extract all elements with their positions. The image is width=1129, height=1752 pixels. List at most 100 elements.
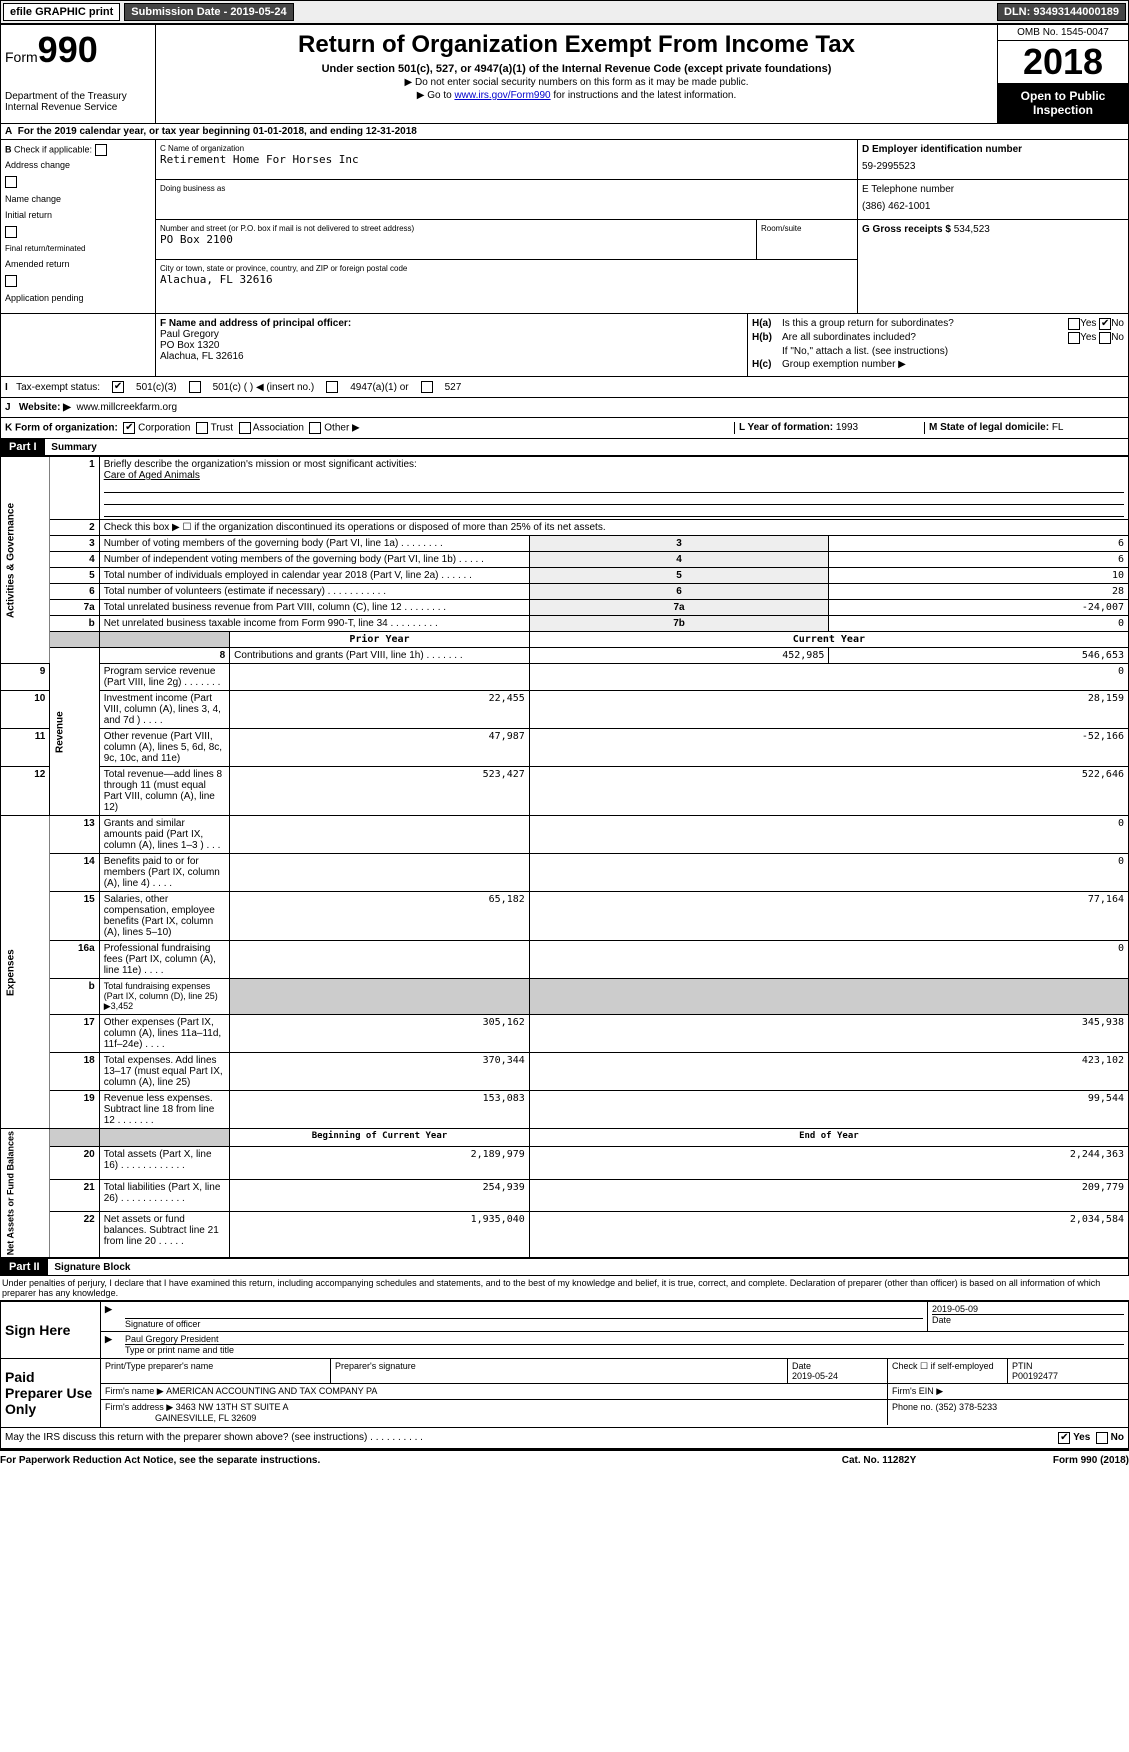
dept-treasury: Department of the Treasury	[5, 91, 151, 102]
table-row: 5Total number of individuals employed in…	[1, 568, 1129, 584]
row-a-pre: For the 2019 calendar year, or tax year …	[18, 126, 253, 137]
open-to-public: Open to Public Inspection	[998, 83, 1128, 123]
ein-label: D Employer identification number	[862, 144, 1124, 155]
summary-table: Activities & Governance 1 Briefly descri…	[0, 456, 1129, 1258]
submission-date: Submission Date - 2019-05-24	[124, 3, 293, 21]
irs-link[interactable]: www.irs.gov/Form990	[454, 90, 550, 101]
prep-sig-label: Preparer's signature	[335, 1361, 783, 1371]
chk-app-pending[interactable]	[5, 275, 17, 287]
chk-assoc[interactable]	[239, 422, 251, 434]
tax-year-end: 12-31-2018	[366, 126, 417, 137]
gross-label: G Gross receipts $	[862, 224, 954, 235]
website-value: www.millcreekfarm.org	[76, 402, 177, 413]
part1-header: Part I	[1, 439, 45, 455]
side-governance: Activities & Governance	[1, 457, 50, 664]
h-a-yes[interactable]	[1068, 318, 1080, 330]
footer-catno: Cat. No. 11282Y	[779, 1455, 979, 1466]
chk-name-change-label: Name change	[5, 194, 61, 204]
table-row: 20Total assets (Part X, line 16) . . . .…	[1, 1147, 1129, 1180]
h-b-yes[interactable]	[1068, 332, 1080, 344]
table-row: bTotal fundraising expenses (Part IX, co…	[1, 979, 1129, 1015]
part2-header: Part II	[1, 1259, 48, 1275]
h-c-text: Group exemption number ▶	[782, 359, 1124, 370]
prep-self-emp: Check ☐ if self-employed	[888, 1359, 1008, 1383]
irs-label: Internal Revenue Service	[5, 102, 151, 113]
form-number: 990	[38, 29, 98, 70]
discuss-row: May the IRS discuss this return with the…	[0, 1428, 1129, 1449]
form-note-link: ▶ Go to www.irs.gov/Form990 for instruct…	[162, 90, 991, 101]
table-row: 10Investment income (Part VIII, column (…	[1, 691, 1129, 729]
page-footer: For Paperwork Reduction Act Notice, see …	[0, 1451, 1129, 1470]
sig-date-label: Date	[932, 1314, 1124, 1325]
prep-name-label: Print/Type preparer's name	[105, 1361, 326, 1371]
h-a-text: Is this a group return for subordinates?	[782, 318, 1068, 330]
begin-year-hdr: Beginning of Current Year	[230, 1129, 530, 1147]
form-label: Form	[5, 49, 38, 65]
table-row: 15Salaries, other compensation, employee…	[1, 892, 1129, 941]
table-row: 3Number of voting members of the governi…	[1, 536, 1129, 552]
klm-row: K Form of organization: Corporation Trus…	[0, 418, 1129, 439]
table-row: 18Total expenses. Add lines 13–17 (must …	[1, 1053, 1129, 1091]
ptin-label: PTIN	[1012, 1361, 1124, 1371]
col-b-label: Check if applicable:	[14, 144, 92, 154]
dba-label: Doing business as	[160, 184, 853, 193]
org-name: Retirement Home For Horses Inc	[160, 153, 853, 166]
officer-name: Paul Gregory	[160, 329, 219, 340]
table-row: 6Total number of volunteers (estimate if…	[1, 584, 1129, 600]
sign-here-label: Sign Here	[1, 1302, 101, 1358]
sig-date: 2019-05-09	[932, 1304, 1124, 1314]
discuss-no[interactable]	[1096, 1432, 1108, 1444]
city-value: Alachua, FL 32616	[160, 273, 853, 286]
firm-name-label: Firm's name ▶	[105, 1386, 164, 1396]
chk-corp[interactable]	[123, 422, 135, 434]
h-b-no[interactable]	[1099, 332, 1111, 344]
chk-4947[interactable]	[326, 381, 338, 393]
chk-other[interactable]	[309, 422, 321, 434]
table-row: 14Benefits paid to or for members (Part …	[1, 854, 1129, 892]
l-label: L Year of formation:	[739, 422, 836, 433]
j-label: Website: ▶	[19, 402, 71, 413]
chk-501c[interactable]	[189, 381, 201, 393]
footer-paperwork: For Paperwork Reduction Act Notice, see …	[0, 1455, 779, 1466]
officer-city: Alachua, FL 32616	[160, 351, 244, 362]
part2-title: Signature Block	[50, 1260, 134, 1275]
checkbox-applicable[interactable]	[95, 144, 107, 156]
table-row: 22Net assets or fund balances. Subtract …	[1, 1212, 1129, 1258]
line2-text: Check this box ▶ ☐ if the organization d…	[99, 520, 1128, 536]
k-label: K Form of organization:	[5, 423, 118, 434]
h-a-no[interactable]	[1099, 318, 1111, 330]
chk-initial-return-label: Initial return	[5, 210, 52, 220]
chk-name-change[interactable]	[5, 176, 17, 188]
table-row: 16aProfessional fundraising fees (Part I…	[1, 941, 1129, 979]
current-year-hdr: Current Year	[529, 632, 1128, 648]
m-label: M State of legal domicile:	[929, 422, 1052, 433]
ein-value: 59-2995523	[862, 161, 1124, 172]
chk-501c3[interactable]	[112, 381, 124, 393]
chk-final-return-label: Final return/terminated	[5, 244, 85, 253]
tax-year-begin: 01-01-2018	[253, 126, 304, 137]
paid-preparer-label: Paid Preparer Use Only	[1, 1359, 101, 1427]
principal-officer: F Name and address of principal officer:…	[156, 314, 748, 376]
tax-exempt-row: I Tax-exempt status: 501(c)(3) 501(c) ( …	[0, 377, 1129, 398]
officer-addr: PO Box 1320	[160, 340, 219, 351]
tax-year: 2018	[998, 41, 1128, 83]
officer-print-name: Paul Gregory President	[125, 1334, 1124, 1344]
discuss-yes[interactable]	[1058, 1432, 1070, 1444]
chk-trust[interactable]	[196, 422, 208, 434]
perjury-text: Under penalties of perjury, I declare th…	[0, 1276, 1129, 1301]
state-domicile: FL	[1052, 422, 1064, 433]
room-label: Room/suite	[761, 224, 853, 233]
row-a: A For the 2019 calendar year, or tax yea…	[0, 124, 1129, 140]
discuss-question: May the IRS discuss this return with the…	[5, 1432, 1058, 1444]
f-label: F Name and address of principal officer:	[160, 318, 351, 329]
table-row: 4Number of independent voting members of…	[1, 552, 1129, 568]
goto-pre: ▶ Go to	[417, 90, 455, 101]
chk-amended-label: Amended return	[5, 259, 70, 269]
table-row: 9Program service revenue (Part VIII, lin…	[1, 664, 1129, 691]
firm-name: AMERICAN ACCOUNTING AND TAX COMPANY PA	[166, 1386, 377, 1396]
city-label: City or town, state or province, country…	[160, 264, 853, 273]
year-formation: 1993	[836, 422, 858, 433]
addr-value: PO Box 2100	[160, 233, 752, 246]
chk-527[interactable]	[421, 381, 433, 393]
chk-final-return[interactable]	[5, 226, 17, 238]
